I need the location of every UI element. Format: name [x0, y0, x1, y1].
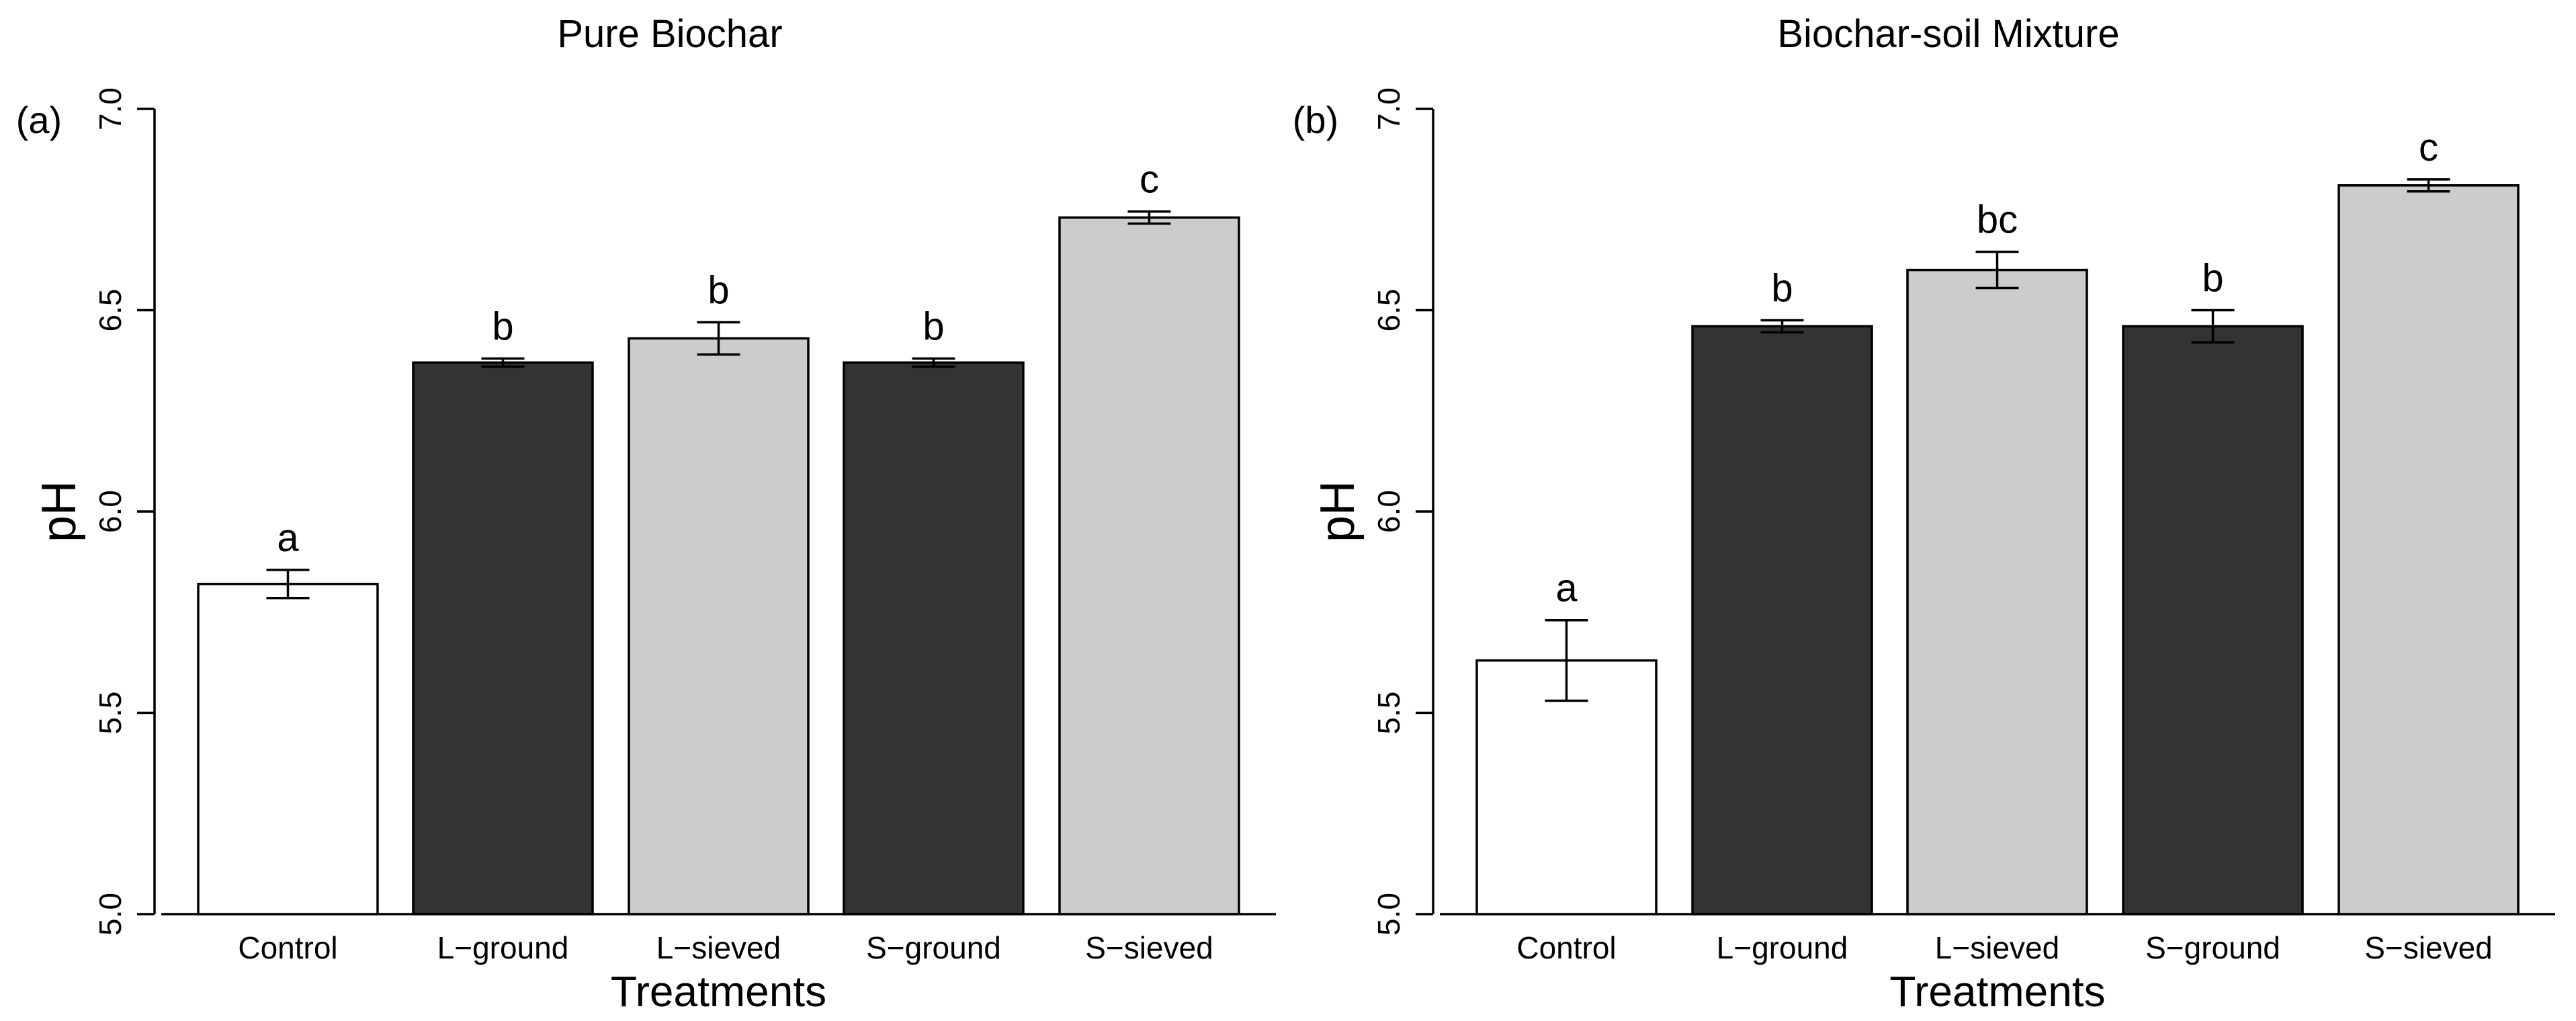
significance-letter: c	[2419, 126, 2438, 169]
significance-letter: b	[2202, 257, 2223, 300]
y-tick-label: 7.0	[1371, 87, 1406, 130]
y-tick-label: 7.0	[93, 87, 128, 130]
panel-label: (a)	[16, 99, 62, 141]
bar	[628, 337, 810, 915]
x-tick-label: S−ground	[2145, 930, 2280, 965]
x-tick-label: S−sieved	[2364, 930, 2493, 965]
bar	[2122, 325, 2304, 915]
significance-letter: a	[277, 516, 299, 560]
x-tick-label: Control	[1516, 930, 1616, 965]
x-tick-label: S−sieved	[1085, 930, 1213, 965]
bar	[197, 583, 379, 915]
significance-letter: a	[1555, 567, 1578, 610]
x-tick-label: L−ground	[1717, 930, 1848, 965]
panel-pure-biochar: Pure Biochar (a) 5.0 5.5 6.0 6.5 7.0 pH a Control…	[16, 12, 1276, 1016]
panel-biochar-soil-mixture: Biochar-soil Mixture (b) 5.0 5.5 6.0 6.5 7.0 pH…	[1293, 12, 2555, 1016]
bar	[1475, 659, 1658, 915]
y-tick-label: 6.0	[1371, 490, 1406, 533]
y-tick-label: 5.0	[93, 893, 128, 936]
y-tick-label: 5.5	[1371, 692, 1406, 735]
x-tick-label: L−sieved	[656, 930, 781, 965]
bar	[412, 361, 594, 915]
chart-title: Biochar-soil Mixture	[1777, 12, 2119, 56]
y-axis-label: pH	[32, 481, 86, 542]
x-tick-label: Control	[238, 930, 337, 965]
y-tick-label: 6.5	[93, 289, 128, 332]
panel-label: (b)	[1293, 99, 1338, 141]
y-tick-label: 5.5	[93, 692, 128, 735]
chart-title: Pure Biochar	[557, 12, 782, 56]
bar	[1058, 216, 1240, 915]
y-tick-label: 6.0	[93, 490, 128, 533]
x-tick-label: L−ground	[437, 930, 569, 965]
x-axis-label: Treatments	[1889, 967, 2105, 1016]
significance-letter: b	[922, 304, 944, 348]
x-tick-label: L−sieved	[1935, 930, 2059, 965]
bar	[843, 361, 1025, 915]
bar	[1906, 268, 2088, 915]
x-axis-label: Treatments	[611, 967, 826, 1016]
significance-letter: c	[1140, 158, 1159, 202]
x-tick-label: S−ground	[866, 930, 1001, 965]
bar	[2337, 184, 2520, 915]
significance-letter: bc	[1977, 198, 2018, 242]
y-tick-label: 6.5	[1371, 289, 1406, 332]
significance-letter: b	[1771, 266, 1793, 310]
bar	[1691, 325, 1873, 915]
y-axis-label: pH	[1311, 481, 1365, 542]
y-tick-label: 5.0	[1371, 893, 1406, 936]
significance-letter: b	[492, 304, 513, 348]
significance-letter: b	[707, 268, 729, 312]
